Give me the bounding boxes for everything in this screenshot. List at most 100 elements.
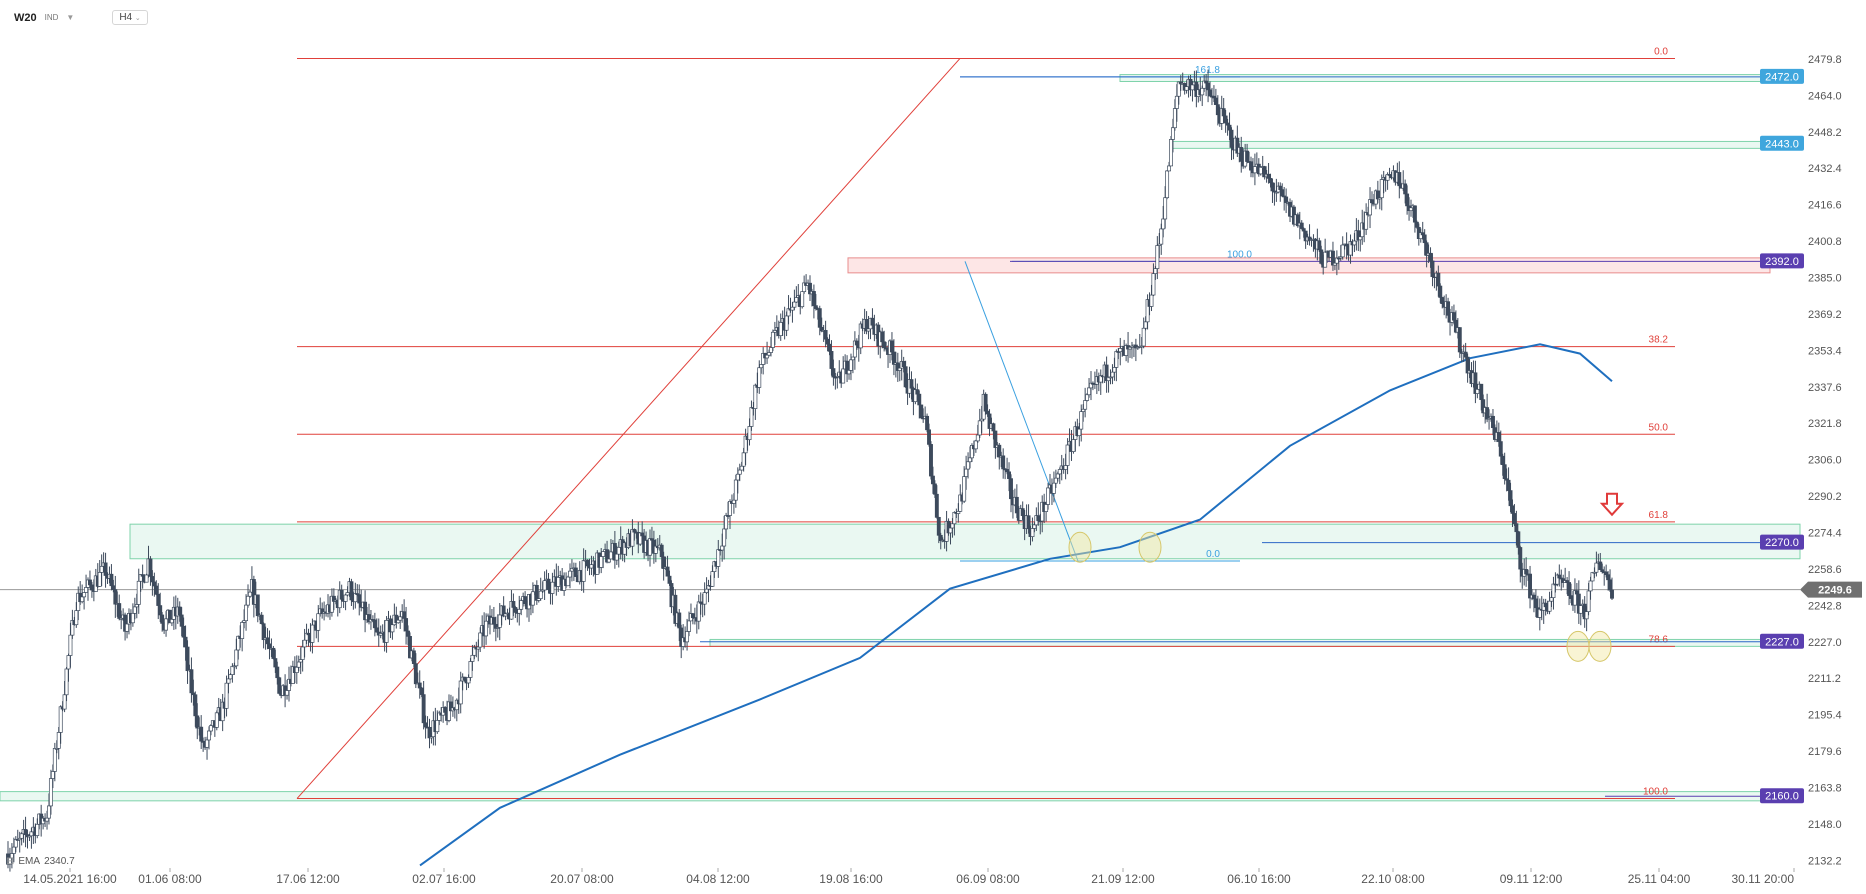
candle-body xyxy=(1524,569,1529,575)
candle-body xyxy=(1502,464,1507,480)
candle-body xyxy=(696,601,701,622)
candle-body xyxy=(144,574,149,583)
candle-body xyxy=(64,668,69,696)
candle-body xyxy=(616,546,621,555)
candle-body xyxy=(1440,297,1445,304)
candle-body xyxy=(62,694,67,710)
candle-body xyxy=(226,678,231,684)
candle-body xyxy=(1258,166,1263,175)
y-tick-label: 2400.8 xyxy=(1808,236,1842,248)
candle-body xyxy=(759,364,764,369)
candle-body xyxy=(1044,504,1049,512)
candle-body xyxy=(847,369,851,375)
x-tick-label: 14.05.2021 16:00 xyxy=(23,872,117,886)
candle-body xyxy=(117,603,122,619)
candle-body xyxy=(48,778,53,807)
candle-body xyxy=(925,415,930,431)
candle-body xyxy=(1500,455,1505,466)
candle-body xyxy=(285,690,289,696)
y-tick-label: 2242.8 xyxy=(1808,600,1842,612)
candle-body xyxy=(991,423,996,432)
candle-body xyxy=(160,614,165,624)
candle-body xyxy=(673,594,678,624)
candle-body xyxy=(1221,108,1226,117)
price-tag-label: 2270.0 xyxy=(1765,537,1799,549)
candle-body xyxy=(1270,182,1275,192)
candle-body xyxy=(952,512,957,525)
candle-body xyxy=(1518,547,1523,570)
candle-body xyxy=(1531,594,1536,600)
candle-body xyxy=(511,601,516,608)
y-tick-label: 2227.0 xyxy=(1808,637,1842,649)
candle-body xyxy=(374,627,379,633)
candle-body xyxy=(1239,147,1244,162)
candle-body xyxy=(1379,179,1384,199)
candle-body xyxy=(357,594,362,604)
candle-body xyxy=(640,532,645,537)
candle-body xyxy=(1032,524,1037,529)
candle-body xyxy=(230,665,235,675)
candle-body xyxy=(1266,173,1271,179)
timeframe-selector[interactable]: H4 ⌄ xyxy=(112,10,148,25)
chevron-down-icon[interactable]: ▼ xyxy=(66,13,75,22)
candle-body xyxy=(1083,400,1088,410)
x-tick-label: 01.06 08:00 xyxy=(138,872,202,886)
candle-body xyxy=(765,354,770,359)
candle-body xyxy=(1604,571,1609,576)
candle-body xyxy=(1170,127,1175,140)
candle-body xyxy=(720,545,725,551)
candle-body xyxy=(909,379,914,389)
candle-body xyxy=(271,647,276,659)
candle-body xyxy=(181,625,186,638)
candle-body xyxy=(1215,104,1220,116)
price-tag-label: 2392.0 xyxy=(1765,256,1799,268)
highlight-circle xyxy=(1138,531,1162,563)
candle-body xyxy=(917,393,922,406)
candle-body xyxy=(1208,89,1212,97)
candle-body xyxy=(185,646,190,672)
candle-body xyxy=(244,604,249,622)
candle-body xyxy=(1576,593,1581,614)
candle-body xyxy=(1358,236,1363,241)
candle-body xyxy=(80,596,85,603)
y-tick-label: 2163.8 xyxy=(1808,782,1842,794)
candle-body xyxy=(722,528,727,547)
candle-body xyxy=(462,676,467,681)
candle-body xyxy=(224,682,229,709)
candle-body xyxy=(1364,212,1369,230)
candle-body xyxy=(267,643,272,649)
candle-body xyxy=(1110,371,1115,378)
candle-body xyxy=(1516,531,1521,548)
candle-body xyxy=(183,636,188,648)
candle-body xyxy=(316,613,321,631)
indicator-value: 2340.7 xyxy=(44,856,75,867)
price-tag xyxy=(1760,788,1804,804)
candle-body xyxy=(1184,86,1189,91)
candle-body xyxy=(152,581,157,587)
candle-body xyxy=(794,297,799,303)
y-tick-label: 2432.4 xyxy=(1808,163,1842,175)
candle-body xyxy=(897,367,902,371)
candle-body xyxy=(1268,178,1273,184)
candle-body xyxy=(1046,487,1051,505)
y-tick-label: 2306.0 xyxy=(1808,455,1842,467)
indicator-legend[interactable]: ⊟ EMA 2340.7 xyxy=(6,856,75,867)
candle-body xyxy=(13,839,18,848)
highlight-circle xyxy=(1588,630,1612,662)
candle-body xyxy=(1252,166,1257,174)
candle-body xyxy=(1014,496,1019,514)
price-tag xyxy=(1760,68,1804,84)
symbol-label[interactable]: W20 xyxy=(14,11,37,24)
candle-body xyxy=(519,600,524,610)
candle-body xyxy=(546,578,551,590)
candle-body xyxy=(903,366,908,388)
y-tick-label: 2321.8 xyxy=(1808,418,1842,430)
candle-body xyxy=(84,587,89,593)
candle-body xyxy=(277,677,282,694)
candle-body xyxy=(343,594,348,602)
candle-body xyxy=(1169,139,1173,167)
candle-body xyxy=(854,340,859,346)
candle-body xyxy=(411,650,416,665)
